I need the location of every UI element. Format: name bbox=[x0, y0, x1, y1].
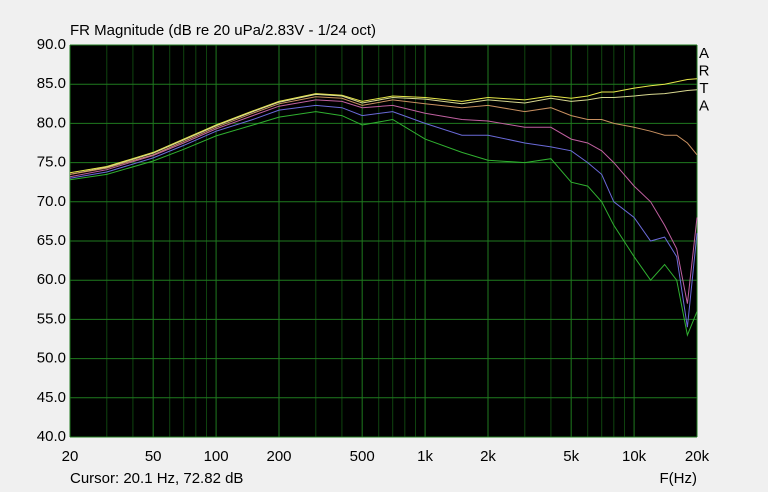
series-line bbox=[69, 78, 698, 174]
y-tick-label: 60.0 bbox=[37, 271, 66, 288]
logo-letter: R bbox=[699, 62, 710, 79]
x-tick-label: 100 bbox=[204, 448, 229, 465]
x-tick-label: 20k bbox=[685, 448, 710, 465]
y-tick-label: 40.0 bbox=[37, 428, 66, 445]
y-tick-label: 80.0 bbox=[37, 114, 66, 131]
x-tick-label: 2k bbox=[480, 448, 496, 465]
y-tick-label: 55.0 bbox=[37, 310, 66, 327]
cursor-readout: Cursor: 20.1 Hz, 72.82 dB bbox=[70, 470, 243, 487]
y-tick-label: 90.0 bbox=[37, 36, 66, 53]
y-tick-label: 45.0 bbox=[37, 389, 66, 406]
logo-letter: A bbox=[699, 45, 709, 62]
x-tick-label: 200 bbox=[266, 448, 291, 465]
y-tick-label: 70.0 bbox=[37, 193, 66, 210]
x-tick-label: 10k bbox=[622, 448, 647, 465]
chart-title: FR Magnitude (dB re 20 uPa/2.83V - 1/24 … bbox=[70, 22, 376, 39]
x-tick-label: 500 bbox=[350, 448, 375, 465]
series-line bbox=[69, 96, 698, 175]
x-tick-label: 20 bbox=[62, 448, 79, 465]
logo-letter: T bbox=[699, 80, 708, 97]
x-axis-label: F(Hz) bbox=[660, 470, 698, 487]
y-tick-label: 75.0 bbox=[37, 154, 66, 171]
logo-letter: A bbox=[699, 97, 709, 114]
series-line bbox=[69, 99, 698, 304]
y-tick-label: 50.0 bbox=[37, 350, 66, 367]
x-tick-label: 50 bbox=[145, 448, 162, 465]
series-line bbox=[69, 89, 698, 175]
y-tick-label: 85.0 bbox=[37, 75, 66, 92]
grid bbox=[69, 44, 698, 438]
series-line bbox=[69, 111, 698, 337]
x-tick-label: 5k bbox=[563, 448, 579, 465]
y-tick-label: 65.0 bbox=[37, 232, 66, 249]
x-tick-label: 1k bbox=[417, 448, 433, 465]
lines bbox=[69, 78, 698, 337]
series-line bbox=[69, 104, 698, 328]
